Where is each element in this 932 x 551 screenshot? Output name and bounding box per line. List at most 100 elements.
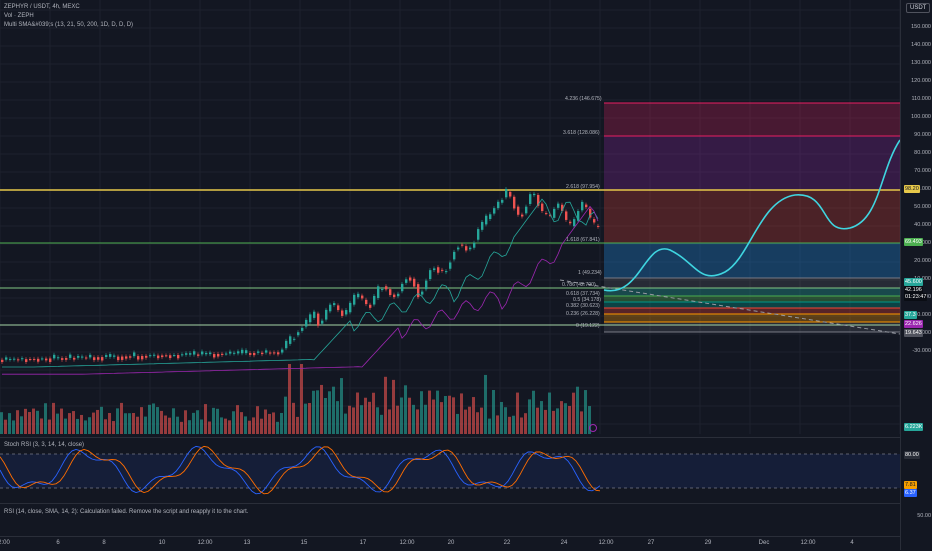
- rsi-pane[interactable]: RSI (14, close, SMA, 14, 2): Calculation…: [0, 503, 900, 537]
- price-tag: 19.643: [904, 329, 923, 337]
- volume-bar: [404, 385, 407, 434]
- price-label: 140.000: [911, 42, 931, 48]
- stoch-rsi-pane[interactable]: Stoch RSI (3, 3, 14, 14, close): [0, 437, 900, 502]
- candle: [377, 286, 380, 299]
- candle: [429, 270, 432, 280]
- volume-bar: [320, 384, 323, 434]
- candle: [225, 353, 228, 355]
- event-marker-icon[interactable]: [589, 424, 597, 432]
- volume-bar: [260, 418, 263, 434]
- currency-button[interactable]: USDT: [906, 3, 931, 13]
- candle: [69, 354, 72, 358]
- candle: [149, 355, 152, 357]
- candle: [201, 351, 204, 355]
- price-label: 50.000: [914, 204, 931, 210]
- price-tag: 22.626: [904, 320, 923, 328]
- fib-zone: [604, 296, 900, 302]
- time-label: 27: [647, 540, 655, 546]
- volume-bar: [360, 405, 363, 434]
- candle: [309, 314, 312, 323]
- candle: [517, 206, 520, 215]
- candle: [357, 293, 360, 298]
- volume-bar: [228, 420, 231, 434]
- candle: [461, 244, 464, 246]
- candle: [9, 358, 12, 360]
- candle: [509, 191, 512, 197]
- volume-bar: [196, 410, 199, 434]
- volume-bar: [56, 413, 59, 434]
- price-chart[interactable]: [0, 0, 900, 434]
- fib-zone: [604, 278, 900, 288]
- volume-bar: [472, 397, 475, 434]
- volume-bar: [328, 391, 331, 434]
- candle: [269, 352, 272, 354]
- candle: [425, 280, 428, 290]
- volume-bar: [324, 397, 327, 434]
- rsi-legend[interactable]: RSI (14, close, SMA, 14, 2): Calculation…: [4, 509, 249, 515]
- candle: [105, 355, 108, 357]
- volume-bar: [272, 412, 275, 434]
- fib-zone: [604, 302, 900, 308]
- volume-bar: [156, 407, 159, 434]
- candle: [561, 204, 564, 211]
- stoch-legend[interactable]: Stoch RSI (3, 3, 14, 14, close): [4, 442, 85, 448]
- candle: [161, 355, 164, 358]
- fib-label-0236: 0.236 (26.228): [566, 311, 600, 317]
- time-label: 10: [158, 540, 166, 546]
- volume-legend[interactable]: Vol · ZEPH: [4, 13, 34, 19]
- volume-bar: [88, 417, 91, 434]
- candle: [89, 354, 92, 358]
- candle: [537, 194, 540, 206]
- price-tag: 37.3: [904, 311, 917, 319]
- volume-bar: [308, 403, 311, 434]
- volume-bar: [0, 412, 3, 434]
- time-label: Dec: [758, 540, 770, 546]
- sma-legend[interactable]: Multi SMA&#039;s (13, 21, 50, 200, 1D, D…: [4, 22, 134, 28]
- candle: [153, 354, 156, 356]
- volume-bar: [516, 392, 519, 434]
- candle: [405, 279, 408, 283]
- volume-bar: [44, 403, 47, 434]
- volume-bar: [116, 408, 119, 434]
- candle: [569, 221, 572, 224]
- stoch-rsi-chart[interactable]: [0, 438, 900, 502]
- volume-bar: [464, 409, 467, 434]
- volume-bar: [332, 386, 335, 434]
- candle: [489, 214, 492, 219]
- candle: [433, 268, 436, 271]
- volume-bar: [180, 421, 183, 434]
- price-tag: 01:23:47: [904, 293, 928, 301]
- time-axis[interactable]: 2:00 6 8 10 12:00 13 15 17 12:00 20 22 24 12:00 27 29 D…: [0, 536, 900, 551]
- price-axis[interactable]: USDT 150.000 140.000 130.000 120.000 110.000…: [900, 0, 932, 550]
- price-tag: 69.493: [904, 238, 923, 246]
- volume-bar: [452, 397, 455, 434]
- sma-line: [2, 198, 599, 368]
- stoch-d-value: 6.37: [904, 489, 917, 497]
- volume-bar: [236, 405, 239, 434]
- volume-bar: [252, 417, 255, 434]
- volume-bar: [484, 374, 487, 434]
- symbol-legend[interactable]: ZEPHYR / USDT, 4h, MEXC: [4, 4, 80, 10]
- price-label: 120.000: [911, 78, 931, 84]
- price-label: 20.000: [914, 258, 931, 264]
- candle: [521, 214, 524, 217]
- volume-bar: [512, 415, 515, 434]
- volume-bar: [36, 410, 39, 434]
- volume-bar: [20, 416, 23, 434]
- time-label: 22: [503, 540, 511, 546]
- volume-bar: [92, 412, 95, 434]
- candle: [97, 357, 100, 360]
- fib-label-0786: 0.786 (42.790): [562, 282, 596, 288]
- candle: [297, 332, 300, 336]
- candle: [289, 336, 292, 344]
- volume-bar: [448, 395, 451, 434]
- candle: [565, 211, 568, 220]
- fib-zone: [604, 190, 900, 243]
- volume-bar: [544, 409, 547, 434]
- candle: [141, 355, 144, 360]
- stoch-level-80: 80.00: [904, 451, 920, 459]
- fib-label-0618: 0.618 (37.734): [566, 291, 600, 297]
- main-chart-pane[interactable]: ZEPHYR / USDT, 4h, MEXC Vol · ZEPH Multi…: [0, 0, 900, 434]
- price-label: -10.000: [912, 312, 931, 318]
- candle: [393, 294, 396, 298]
